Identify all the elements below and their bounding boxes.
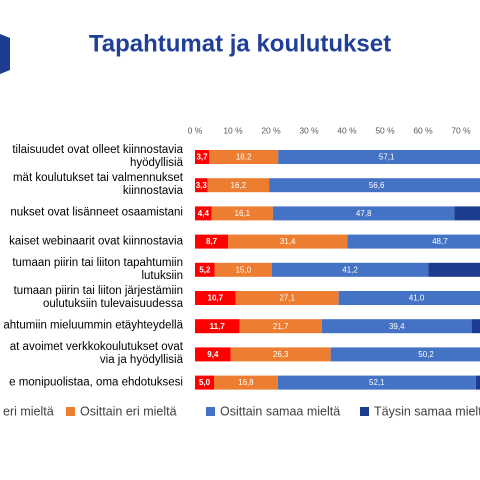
bar-segment [195, 234, 229, 249]
bar-segment [230, 347, 331, 362]
bar-segment [454, 206, 480, 221]
value-label: 8,7 [206, 237, 218, 246]
value-label: 18,2 [236, 153, 252, 162]
value-label: 52,1 [369, 378, 385, 387]
bar-segment [330, 347, 480, 362]
bar-segment [195, 291, 236, 305]
x-tick-label: 10 % [223, 125, 243, 135]
bar-segment [278, 150, 480, 164]
bar-segment [195, 262, 215, 277]
x-tick-label: 0 % [188, 125, 203, 135]
value-label: 56,6 [369, 181, 385, 190]
legend-label: Täysin samaa mieltä [374, 404, 480, 418]
value-label: 47,8 [356, 209, 372, 218]
value-label: 16,8 [238, 378, 254, 387]
bar-segment [211, 206, 273, 221]
bar-segment [235, 291, 339, 305]
bar-segment [214, 262, 272, 277]
bar-segment [277, 375, 476, 390]
bar-segment [239, 319, 322, 334]
category-label: nukset ovat lisänneet osaamistani [10, 206, 183, 219]
x-tick-label: 30 % [299, 125, 319, 135]
x-tick-label: 20 % [261, 125, 281, 135]
bar-segment [471, 319, 480, 334]
legend-swatch [206, 407, 215, 416]
bar-segment [272, 206, 455, 221]
bar-segment [195, 319, 240, 334]
value-label: 3,7 [196, 153, 208, 162]
value-label: 48,7 [432, 237, 448, 246]
category-label: tumaan piirin tai liiton tapahtumiin lut… [12, 256, 183, 282]
value-label: 16,1 [235, 209, 251, 218]
value-label: 9,4 [207, 350, 219, 359]
legend-label: Osittain eri mieltä [80, 404, 177, 418]
chart-title: Tapahtumat ja koulutukset [89, 30, 391, 57]
value-label: 15,0 [235, 265, 251, 274]
value-label: 4,4 [198, 209, 210, 218]
x-tick-label: 60 % [413, 125, 433, 135]
category-label: tilaisuudet ovat olleet kiinnostavia hyö… [12, 144, 183, 169]
category-label: tumaan piirin tai liiton järjestämiin ou… [13, 285, 183, 310]
legend-label: Osittain samaa mieltä [220, 404, 340, 418]
category-label: e monipuolistaa, oma ehdotuksesi [9, 376, 183, 389]
legend-swatch [66, 407, 75, 416]
bar-segment [195, 206, 212, 221]
value-label: 41,0 [409, 294, 425, 303]
bar-segment [228, 234, 348, 249]
legend-swatch [360, 407, 369, 416]
bar-segment [321, 319, 472, 334]
bar-segment [195, 150, 210, 164]
x-tick-label: 50 % [375, 125, 395, 135]
value-label: 3,3 [196, 181, 208, 190]
bar-segment [195, 178, 208, 193]
logo [0, 34, 10, 74]
value-label: 39,4 [389, 322, 405, 331]
bar-segment [209, 150, 279, 164]
value-label: 57,1 [379, 153, 395, 162]
value-label: 11,7 [210, 322, 226, 331]
value-label: 10,7 [208, 294, 224, 303]
bar-segment [195, 347, 231, 362]
category-label: mät koulutukset tai valmennukset kiinnos… [12, 172, 183, 198]
value-label: 21,7 [273, 322, 289, 331]
bar-segment [207, 178, 270, 193]
bar-segment [347, 234, 480, 249]
bar-segment [214, 375, 278, 390]
bar-segment [475, 375, 480, 390]
value-label: 50,2 [418, 350, 434, 359]
bar-segment [271, 262, 429, 277]
category-label: kaiset webinaarit ovat kiinnostavia [9, 235, 183, 248]
category-label: ahtumiin mieluummin etäyhteydellä [3, 319, 183, 332]
x-tick-label: 40 % [337, 125, 357, 135]
value-label: 5,2 [199, 265, 211, 274]
category-label: at avoimet verkkokoulutukset ovat via ja… [9, 341, 183, 367]
value-label: 26,3 [273, 350, 289, 359]
value-label: 16,2 [231, 181, 247, 190]
x-tick-label: 70 % [451, 125, 471, 135]
bar-segment [428, 262, 480, 277]
legend-label: eri mieltä [3, 404, 54, 418]
value-label: 31,4 [280, 237, 296, 246]
bar-segment [338, 291, 480, 305]
value-label: 41,2 [342, 265, 358, 274]
value-label: 27,1 [279, 294, 295, 303]
bar-segment [269, 178, 480, 193]
value-label: 5,0 [199, 378, 211, 387]
bar-segment [195, 375, 214, 390]
